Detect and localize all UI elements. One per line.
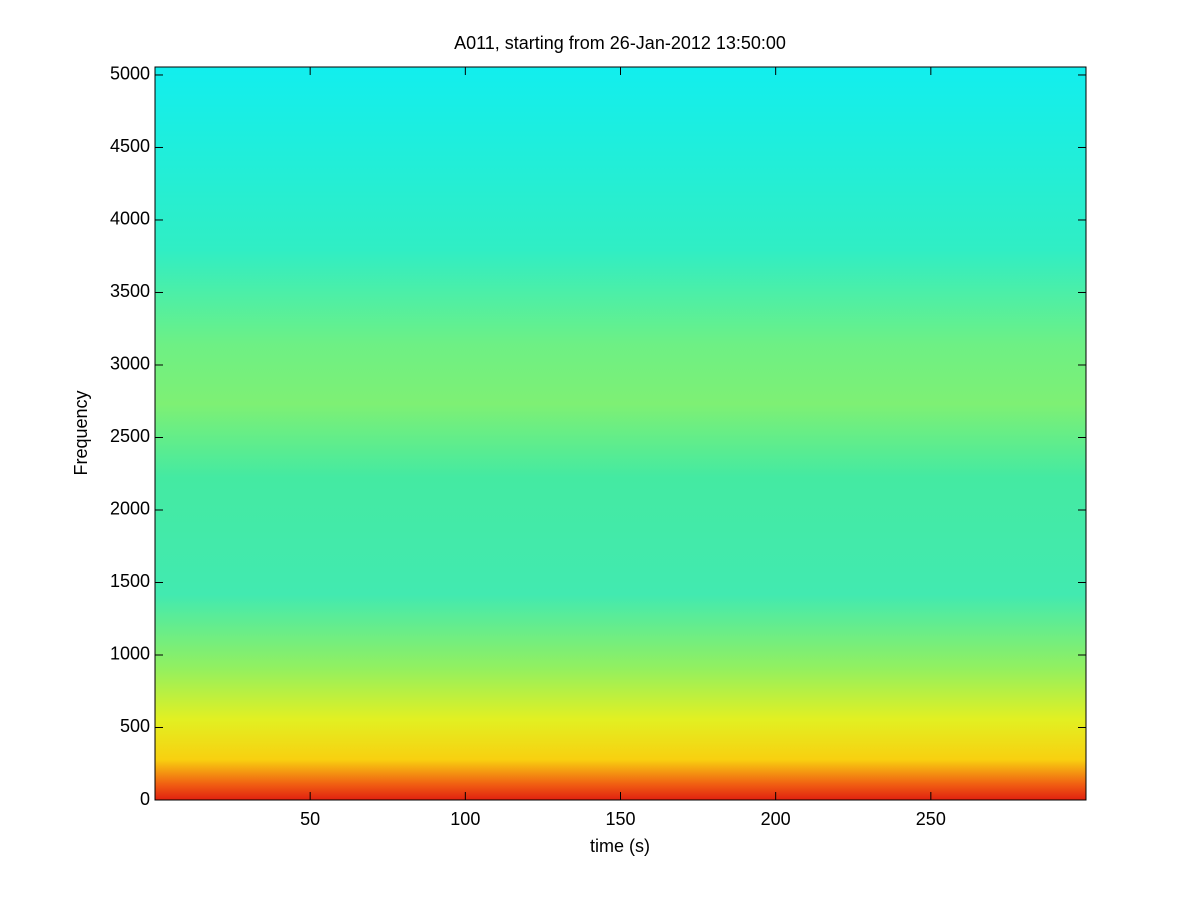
y-tick-label: 2500: [110, 426, 150, 446]
y-tick-label: 4500: [110, 136, 150, 156]
y-tick-label: 2000: [110, 499, 150, 519]
x-tick-label: 150: [605, 809, 635, 829]
x-tick-label: 50: [300, 809, 320, 829]
y-tick-label: 500: [120, 716, 150, 736]
y-tick-label: 3500: [110, 281, 150, 301]
y-tick-label: 3000: [110, 354, 150, 374]
x-tick-label: 100: [450, 809, 480, 829]
x-tick-label: 200: [761, 809, 791, 829]
y-axis-label: Frequency: [71, 390, 91, 475]
y-tick-label: 4000: [110, 209, 150, 229]
x-tick-label: 250: [916, 809, 946, 829]
x-axis-label: time (s): [590, 836, 650, 856]
y-tick-label: 0: [140, 789, 150, 809]
y-tick-label: 5000: [110, 64, 150, 84]
y-tick-label: 1000: [110, 644, 150, 664]
spectrogram-image: [155, 67, 1086, 800]
chart-title: A011, starting from 26-Jan-2012 13:50:00: [454, 33, 786, 53]
y-tick-label: 1500: [110, 571, 150, 591]
